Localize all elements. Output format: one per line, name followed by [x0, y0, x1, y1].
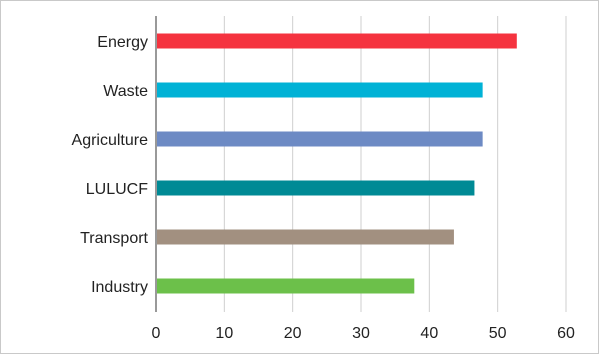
bar-waste [157, 82, 483, 98]
x-tick-label-10: 10 [215, 325, 233, 342]
category-labels: Energy Waste Agriculture LULUCF Transport Ind… [72, 34, 149, 296]
x-tick-label-20: 20 [284, 325, 302, 342]
bar-agriculture [157, 131, 483, 147]
category-label-agriculture: Agriculture [72, 132, 149, 149]
bar-lulucf [157, 180, 475, 196]
bar-transport [157, 229, 454, 245]
bars [157, 33, 517, 294]
category-label-energy: Energy [97, 34, 148, 51]
x-tick-label-30: 30 [352, 325, 370, 342]
x-tick-label-60: 60 [557, 325, 575, 342]
x-tick-label-50: 50 [489, 325, 507, 342]
category-label-lulucf: LULUCF [86, 181, 148, 198]
x-tick-labels: 0 10 20 30 40 50 60 [152, 325, 575, 342]
x-tick-label-40: 40 [420, 325, 438, 342]
x-tick-label-0: 0 [152, 325, 161, 342]
category-label-waste: Waste [103, 83, 148, 100]
bar-energy [157, 33, 517, 49]
category-label-transport: Transport [80, 230, 148, 247]
bar-industry [157, 278, 415, 294]
category-label-industry: Industry [91, 279, 148, 296]
gridlines [223, 16, 567, 312]
